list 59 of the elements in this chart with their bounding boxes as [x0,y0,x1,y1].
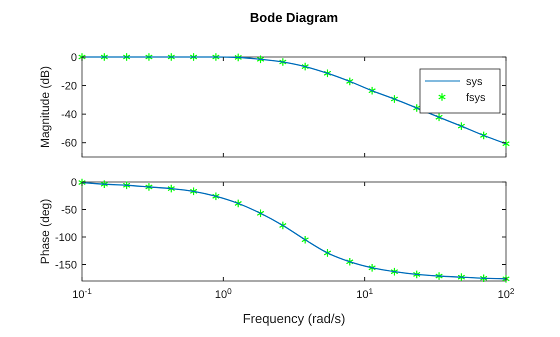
point [78,178,86,187]
y-tick-label: -50 [61,204,77,216]
point [346,257,354,266]
point [100,52,108,62]
point [502,139,510,148]
legend-label: sys [466,76,483,88]
point [256,54,264,64]
point [502,274,510,284]
y-tick-label: -150 [54,260,77,272]
point [435,112,443,122]
point [145,52,153,62]
point [301,235,310,244]
y-tick-label: 0 [70,52,77,64]
x-tick-label: 10$^{2}$ [498,286,515,301]
x-axis-title: Frequency (rad/s) [242,311,346,326]
legend-label: fsys [466,92,486,104]
y-axis-title: Phase (deg) [38,198,52,264]
point [100,180,108,189]
point [301,62,310,71]
point [457,122,466,131]
x-tick-label: 10$^{-1}$ [72,286,92,301]
point [390,94,398,104]
point [78,52,86,62]
point [278,58,287,66]
point [480,274,488,283]
point [346,77,354,86]
x-tick-label: 10$^{0}$ [214,286,232,301]
y-tick-label: -40 [61,109,77,122]
point [256,208,264,218]
point [190,52,198,62]
y-tick-label: -100 [54,232,77,244]
point [145,182,153,192]
point [412,104,421,112]
point [368,263,376,272]
point [190,186,198,196]
point [167,52,176,62]
y-tick-label: -60 [61,138,77,150]
point [234,53,242,62]
point [122,52,131,62]
point [212,52,220,62]
point [212,192,220,201]
point [480,131,488,140]
y-tick-label: 0 [70,177,77,189]
y-tick-label: -20 [61,80,77,93]
x-tick-label: 10$^{1}$ [356,286,374,301]
point [390,267,398,276]
point [278,221,287,230]
point [412,270,421,279]
point [167,184,176,193]
point [324,248,332,258]
line-series [81,182,507,280]
point [435,272,443,280]
y-axis-title: Magnitude (dB) [38,66,52,148]
point [324,68,332,78]
point [368,86,376,96]
point [457,272,466,282]
point [122,180,131,190]
chart-title: Bode Diagram [250,10,338,25]
point [234,199,242,208]
